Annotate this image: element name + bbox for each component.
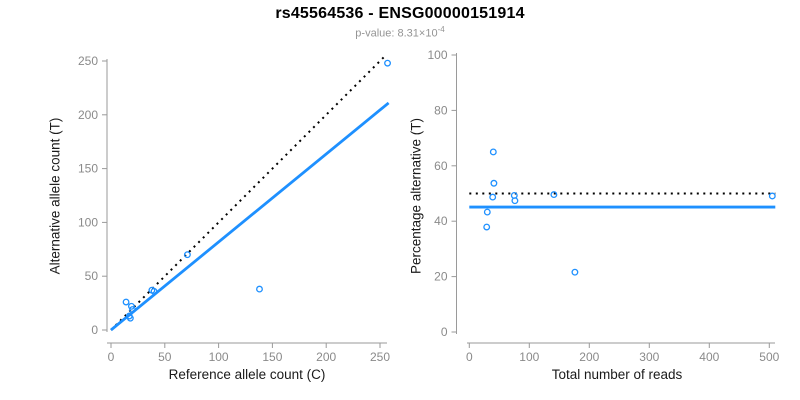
y-tick-label: 0 [441,325,448,339]
x-tick-label: 400 [699,350,719,364]
y-tick-label: 100 [78,215,98,229]
x-tick-label: 150 [262,350,282,364]
pvalue-exponent: -4 [437,25,445,34]
left-plot: 0 50 100 150 200 250 0 50 100 150 200 250 [78,54,391,364]
left-x-axis-title: Reference allele count (C) [168,367,326,382]
regression-line [110,101,390,332]
y-tick-label: 40 [434,214,448,228]
data-point [122,298,130,306]
x-tick-label: 50 [158,350,172,364]
data-point [489,193,497,201]
right-x-axis-title: Total number of reads [551,367,683,382]
data-point [489,148,497,156]
x-tick-label: 100 [519,350,539,364]
x-tick-label: 200 [316,350,336,364]
y-tick-label: 50 [85,269,99,283]
x-tick-label: 0 [108,350,115,364]
data-point [768,192,776,200]
y-tick-label: 150 [78,162,98,176]
x-tick-label: 100 [209,350,229,364]
data-point [483,223,491,231]
data-point [126,314,134,322]
x-tick-label: 200 [579,350,599,364]
x-tick-label: 0 [466,350,473,364]
y-tick-label: 100 [427,48,447,62]
x-tick-label: 250 [370,350,390,364]
y-tick-label: 80 [434,103,448,117]
data-point [490,179,498,187]
right-plot: 0 100 200 300 400 500 0 20 40 60 80 100 [427,48,779,364]
data-point [511,197,519,205]
y-tick-label: 0 [91,323,98,337]
data-point [183,251,191,259]
x-tick-label: 300 [639,350,659,364]
data-point [256,285,263,293]
y-tick-label: 60 [434,159,448,173]
plot-subtitle: p-value: 8.31×10-4 [0,25,800,40]
y-tick-label: 20 [434,270,448,284]
plot-title: rs45564536 - ENSG00000151914 [275,5,525,22]
data-point [129,306,136,314]
data-point [550,191,558,199]
data-point [127,302,135,310]
x-tick-label: 500 [759,350,779,364]
right-y-axis-title: Percentage alternative (T) [408,117,424,275]
left-y-axis-title: Alternative allele count (T) [47,117,63,275]
pvalue-text: p-value: 8.31×10 [355,27,438,40]
data-point [384,59,391,67]
y-tick-label: 250 [78,54,98,68]
data-point [150,287,158,295]
data-point [483,208,491,216]
y-tick-label: 200 [78,108,98,122]
data-point [571,268,579,276]
